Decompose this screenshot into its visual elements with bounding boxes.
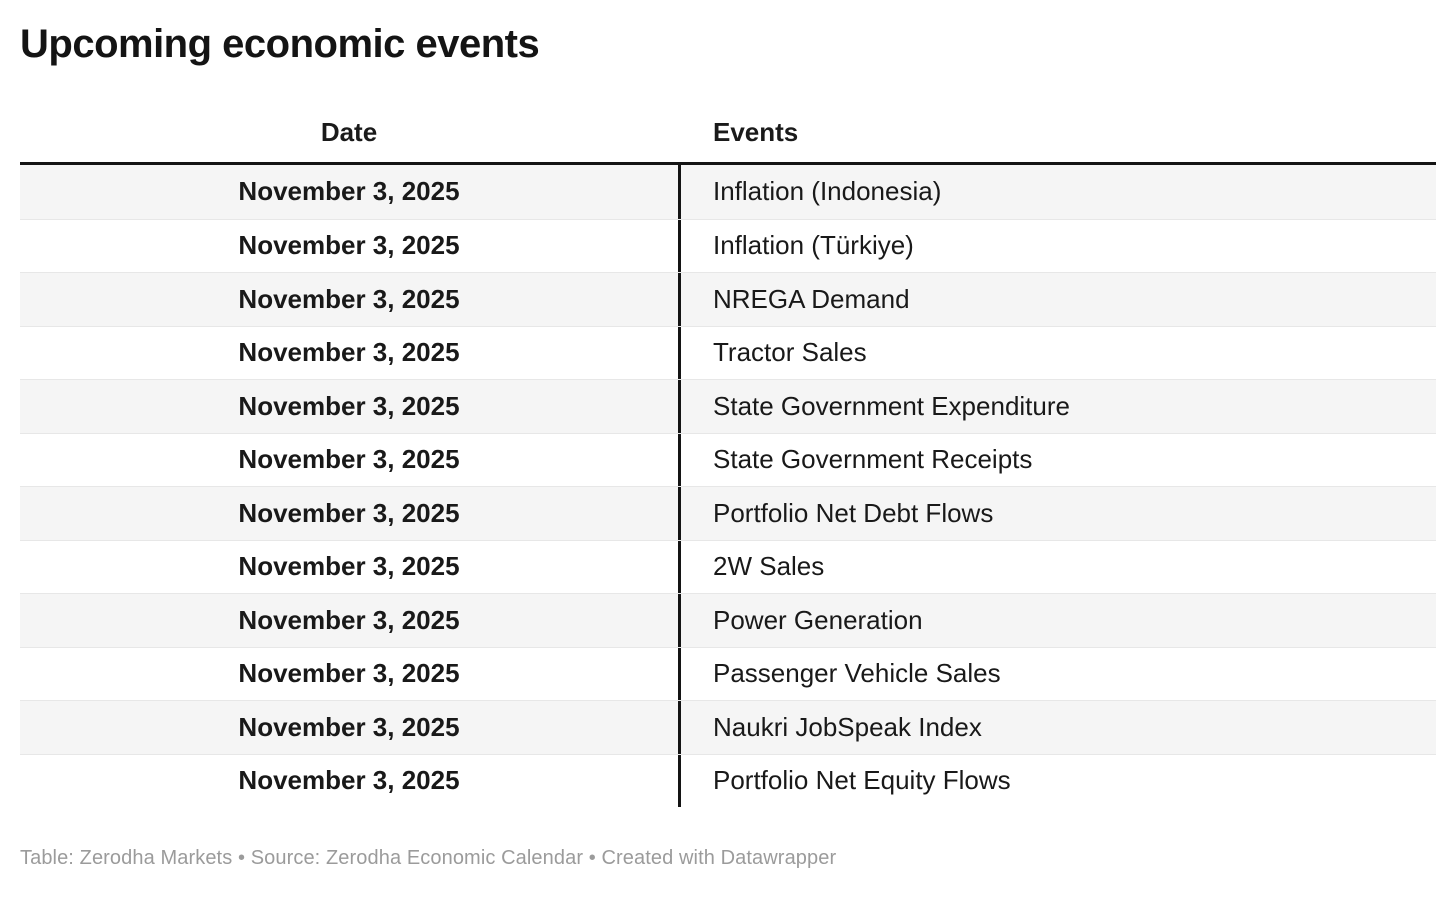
event-cell: State Government Expenditure bbox=[713, 390, 1070, 421]
table-row: November 3, 2025 Inflation (Indonesia) bbox=[20, 165, 1436, 219]
date-cell: November 3, 2025 bbox=[20, 433, 681, 486]
date-cell: November 3, 2025 bbox=[20, 165, 681, 219]
date-cell: November 3, 2025 bbox=[20, 701, 681, 754]
page: Upcoming economic events Date Events Nov… bbox=[0, 21, 1456, 807]
event-cell: Naukri JobSpeak Index bbox=[713, 711, 982, 742]
event-cell: NREGA Demand bbox=[713, 283, 910, 314]
table-row: November 3, 2025 2W Sales bbox=[20, 539, 1436, 593]
event-cell: Passenger Vehicle Sales bbox=[713, 658, 1001, 689]
event-cell: Inflation (Türkiye) bbox=[713, 230, 914, 261]
date-cell: November 3, 2025 bbox=[20, 487, 681, 540]
column-header-events: Events bbox=[713, 117, 799, 147]
events-table: Date Events November 3, 2025 Inflation (… bbox=[20, 117, 1436, 807]
table-row: November 3, 2025 Tractor Sales bbox=[20, 325, 1436, 379]
event-cell: Inflation (Indonesia) bbox=[713, 176, 942, 207]
event-cell: Tractor Sales bbox=[713, 337, 867, 368]
date-cell: November 3, 2025 bbox=[20, 647, 681, 700]
event-cell: 2W Sales bbox=[713, 551, 825, 582]
event-cell: State Government Receipts bbox=[713, 444, 1033, 475]
event-cell: Portfolio Net Debt Flows bbox=[713, 497, 994, 528]
table-row: November 3, 2025 Power Generation bbox=[20, 593, 1436, 647]
attribution-footer: Table: Zerodha Markets • Source: Zerodha… bbox=[20, 847, 837, 869]
table-row: November 3, 2025 Portfolio Net Equity Fl… bbox=[20, 753, 1436, 807]
table-row: November 3, 2025 Portfolio Net Debt Flow… bbox=[20, 486, 1436, 540]
date-cell: November 3, 2025 bbox=[20, 380, 681, 433]
date-cell: November 3, 2025 bbox=[20, 219, 681, 272]
page-title: Upcoming economic events bbox=[20, 22, 540, 66]
date-cell: November 3, 2025 bbox=[20, 754, 681, 807]
event-cell: Portfolio Net Equity Flows bbox=[713, 765, 1011, 796]
table-row: November 3, 2025 NREGA Demand bbox=[20, 272, 1436, 326]
table-row: November 3, 2025 State Government Expend… bbox=[20, 379, 1436, 433]
date-cell: November 3, 2025 bbox=[20, 326, 681, 379]
date-cell: November 3, 2025 bbox=[20, 273, 681, 326]
table-row: November 3, 2025 Passenger Vehicle Sales bbox=[20, 646, 1436, 700]
table-row: November 3, 2025 Inflation (Türkiye) bbox=[20, 218, 1436, 272]
date-cell: November 3, 2025 bbox=[20, 540, 681, 593]
date-cell: November 3, 2025 bbox=[20, 594, 681, 647]
column-header-date: Date bbox=[320, 117, 378, 147]
table-header-row: Date Events bbox=[20, 117, 1436, 165]
table-row: November 3, 2025 State Government Receip… bbox=[20, 432, 1436, 486]
table-row: November 3, 2025 Naukri JobSpeak Index bbox=[20, 700, 1436, 754]
event-cell: Power Generation bbox=[713, 604, 923, 635]
